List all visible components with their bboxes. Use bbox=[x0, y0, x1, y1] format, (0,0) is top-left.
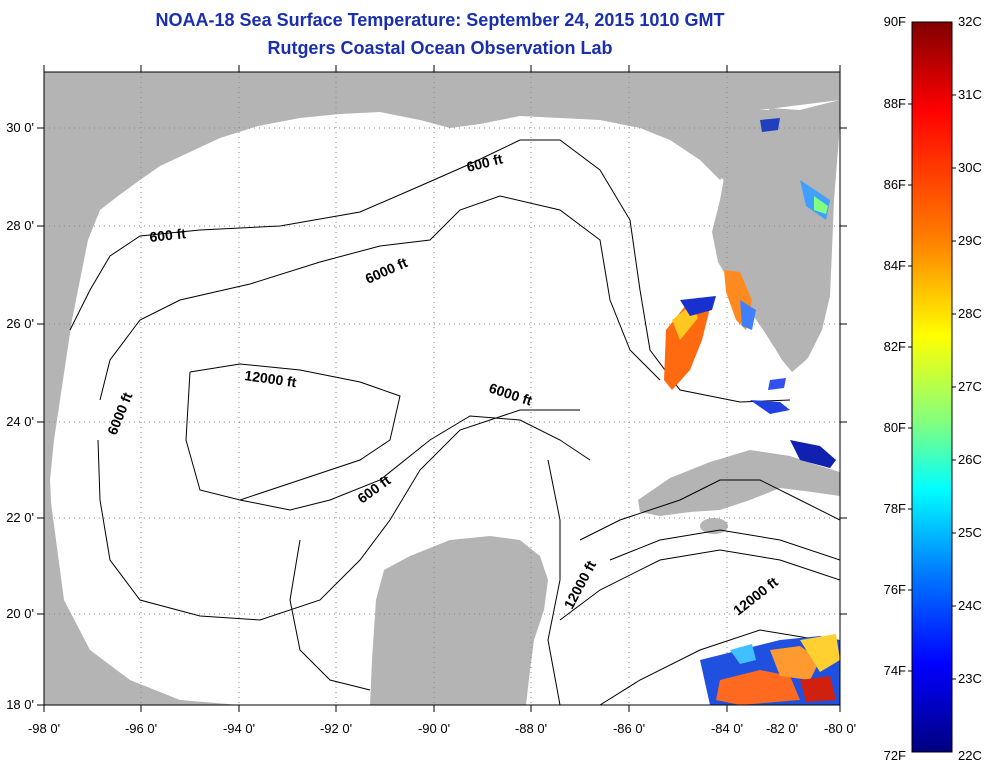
map-title: NOAA-18 Sea Surface Temperature: Septemb… bbox=[155, 10, 725, 30]
colorbar-f-label: 76F bbox=[884, 582, 906, 597]
lon-label: -92 0' bbox=[320, 721, 352, 736]
map-subtitle: Rutgers Coastal Ocean Observation Lab bbox=[267, 38, 613, 58]
yucatan-land bbox=[370, 536, 548, 705]
colorbar-f-label: 72F bbox=[884, 748, 906, 763]
colorbar-c-label: 29C bbox=[958, 233, 982, 248]
contour-label: 600 ft bbox=[149, 225, 187, 245]
frame-ticks bbox=[37, 65, 847, 712]
isle-land bbox=[700, 518, 728, 534]
lat-label: 20 0' bbox=[6, 606, 34, 621]
colorbar-f-label: 88F bbox=[884, 96, 906, 111]
colorbar-c-label: 25C bbox=[958, 525, 982, 540]
lat-label: 18 0' bbox=[6, 697, 34, 712]
lon-label: -80 0' bbox=[824, 721, 856, 736]
colorbar-c-label: 28C bbox=[958, 306, 982, 321]
sst-patches bbox=[664, 118, 840, 705]
colorbar-c-label: 23C bbox=[958, 671, 982, 686]
lat-label: 24 0' bbox=[6, 414, 34, 429]
colorbar bbox=[911, 21, 953, 753]
lon-label: -96 0' bbox=[125, 721, 157, 736]
lat-label: 26 0' bbox=[6, 316, 34, 331]
lon-label: -94 0' bbox=[223, 721, 255, 736]
contour-label: 12000 ft bbox=[244, 367, 298, 390]
colorbar-c-label: 30C bbox=[958, 160, 982, 175]
lon-label: -98 0' bbox=[28, 721, 60, 736]
mexico-land bbox=[44, 300, 240, 705]
colorbar-c-label: 31C bbox=[958, 87, 982, 102]
colorbar-f-label: 90F bbox=[884, 14, 906, 29]
lat-label: 22 0' bbox=[6, 510, 34, 525]
florida-peninsula-land bbox=[700, 100, 840, 368]
colorbar-f-label: 84F bbox=[884, 258, 906, 273]
lon-label: -82 0' bbox=[766, 721, 798, 736]
colorbar-f-label: 82F bbox=[884, 339, 906, 354]
lon-label: -90 0' bbox=[418, 721, 450, 736]
map-frame bbox=[43, 71, 841, 706]
bathymetry-contours bbox=[69, 139, 840, 705]
colorbar-c-label: 24C bbox=[958, 598, 982, 613]
colorbar-f-label: 86F bbox=[884, 177, 906, 192]
colorbar-c-label: 32C bbox=[958, 14, 982, 29]
cuba-land bbox=[638, 450, 840, 516]
colorbar-f-label: 80F bbox=[884, 420, 906, 435]
lon-label: -86 0' bbox=[613, 721, 645, 736]
colorbar-f-label: 78F bbox=[884, 501, 906, 516]
lat-label: 28 0' bbox=[6, 218, 34, 233]
colorbar-f-label: 74F bbox=[884, 663, 906, 678]
lat-label: 30 0' bbox=[6, 120, 34, 135]
grid-lines bbox=[44, 72, 840, 705]
colorbar-c-label: 26C bbox=[958, 452, 982, 467]
colorbar-c-label: 22C bbox=[958, 748, 982, 763]
lon-label: -84 0' bbox=[711, 721, 743, 736]
colorbar-c-label: 27C bbox=[958, 379, 982, 394]
lon-label: -88 0' bbox=[515, 721, 547, 736]
